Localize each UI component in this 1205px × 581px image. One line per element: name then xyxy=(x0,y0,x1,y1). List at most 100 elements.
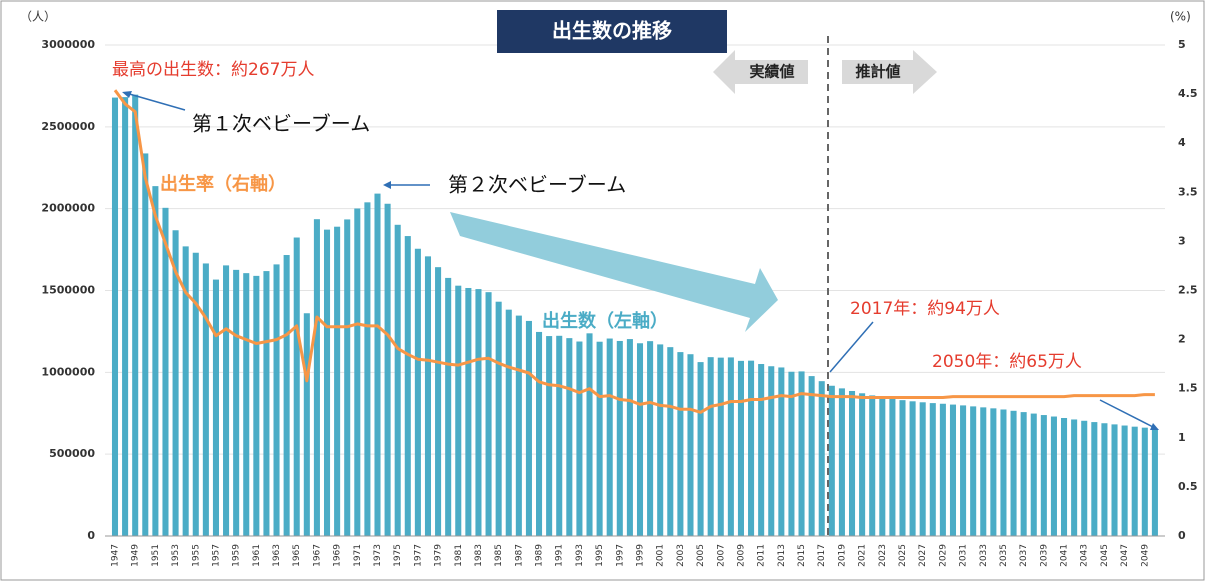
x-tick-label: 2019 xyxy=(837,544,847,567)
bar xyxy=(354,208,361,536)
x-tick-label: 2047 xyxy=(1120,544,1130,567)
x-tick-label: 2031 xyxy=(959,544,969,567)
pointer xyxy=(125,92,186,111)
bar xyxy=(869,395,876,536)
bar xyxy=(1061,417,1068,536)
bar xyxy=(677,352,684,536)
y2-tick-label: 1.5 xyxy=(1178,382,1198,395)
bar xyxy=(556,335,563,536)
x-tick-label: 1991 xyxy=(555,544,565,567)
bar xyxy=(253,275,260,536)
bar xyxy=(596,341,603,536)
bar xyxy=(1121,425,1128,536)
bar xyxy=(495,301,502,536)
annotation: 出生数（左軸） xyxy=(542,310,668,332)
bar xyxy=(182,246,189,537)
bar xyxy=(848,390,856,536)
bar xyxy=(334,226,341,537)
annotation: 出生率（右軸） xyxy=(160,173,286,195)
bar xyxy=(606,338,613,536)
bar xyxy=(697,362,704,536)
bar xyxy=(172,230,179,537)
bar xyxy=(818,381,825,536)
bar xyxy=(899,400,906,536)
y-tick-label: 2500000 xyxy=(41,120,95,133)
bar xyxy=(475,289,482,536)
bar xyxy=(1071,419,1078,536)
bar xyxy=(879,397,886,536)
x-tick-label: 1973 xyxy=(373,544,383,567)
pointer xyxy=(829,321,874,373)
chart-title: 出生数の推移 xyxy=(552,19,672,43)
bar xyxy=(546,336,553,536)
bar xyxy=(808,376,815,536)
x-tick-label: 1953 xyxy=(171,544,181,567)
bar xyxy=(323,229,331,537)
x-tick-label: 1951 xyxy=(151,544,161,567)
y-tick-label: 2000000 xyxy=(41,202,95,215)
bar xyxy=(293,237,300,536)
y-tick-label: 1000000 xyxy=(41,365,95,378)
projected-arrow xyxy=(842,50,937,94)
line xyxy=(113,89,1155,414)
bar xyxy=(152,186,159,536)
actual-label: 実績値 xyxy=(749,63,794,81)
bar xyxy=(142,153,149,536)
x-tick-label: 2017 xyxy=(817,544,827,567)
x-tick-label: 2015 xyxy=(797,544,807,567)
bar xyxy=(970,406,977,536)
bar xyxy=(505,309,512,536)
bar xyxy=(1030,413,1037,536)
bar xyxy=(1101,423,1108,536)
bar xyxy=(374,193,381,536)
x-tick-label: 2035 xyxy=(999,544,1009,567)
actual-arrow xyxy=(713,50,808,94)
bar xyxy=(1141,427,1148,536)
bar xyxy=(202,263,209,536)
bar xyxy=(748,360,755,536)
x-tick-label: 1947 xyxy=(111,544,121,567)
x-tick-label: 1993 xyxy=(575,544,585,567)
pointer-head xyxy=(122,91,132,98)
bar xyxy=(939,403,946,536)
y-tick-label: 1500000 xyxy=(41,284,95,297)
bar xyxy=(303,313,310,536)
x-tick-label: 1955 xyxy=(191,544,201,567)
bar xyxy=(586,333,593,536)
bar xyxy=(122,97,129,536)
x-tick-label: 2045 xyxy=(1100,544,1110,567)
bar xyxy=(626,339,633,536)
bar xyxy=(243,273,250,536)
x-tick-label: 2005 xyxy=(696,544,706,567)
bar xyxy=(344,219,351,536)
bar xyxy=(313,219,320,537)
bar xyxy=(414,248,421,536)
x-tick-label: 2011 xyxy=(757,544,767,567)
bar xyxy=(212,279,219,536)
annotation: 2050年：約65万人 xyxy=(932,352,1082,372)
y2-tick-label: 5 xyxy=(1178,38,1186,51)
bar xyxy=(636,343,644,536)
line-layer xyxy=(113,89,1155,414)
bar xyxy=(223,265,230,536)
bar xyxy=(647,341,654,536)
x-tick-label: 1987 xyxy=(514,544,524,567)
x-tick-label: 1999 xyxy=(636,544,646,567)
bar xyxy=(929,403,936,536)
x-tick-label: 2023 xyxy=(878,544,888,567)
bar xyxy=(192,252,199,536)
x-tick-label: 1977 xyxy=(413,544,423,567)
x-tick-label: 1949 xyxy=(131,544,141,567)
projected-label: 推計値 xyxy=(855,63,900,81)
bar xyxy=(404,236,411,536)
bar xyxy=(889,398,896,536)
bar xyxy=(576,341,583,536)
annotation: 第１次ベビーブーム xyxy=(192,112,370,136)
bar xyxy=(364,202,371,537)
x-tick-label: 2049 xyxy=(1140,544,1150,567)
bar xyxy=(424,256,432,536)
x-tick-label: 2033 xyxy=(979,544,989,567)
bar xyxy=(515,315,522,536)
x-tick-label: 2003 xyxy=(676,544,686,567)
bar xyxy=(859,393,866,536)
